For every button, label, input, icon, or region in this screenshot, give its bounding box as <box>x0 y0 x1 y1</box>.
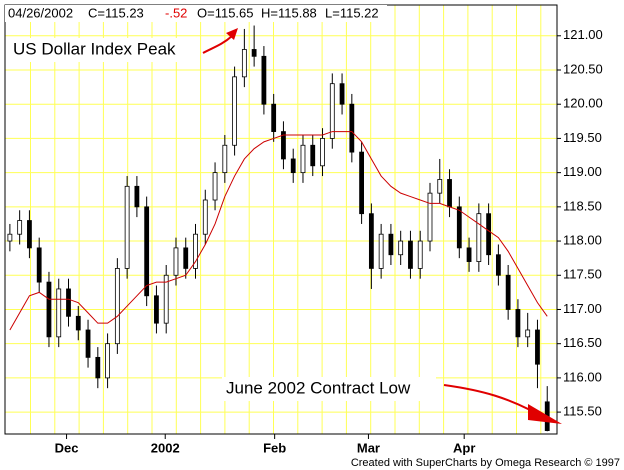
candle-body <box>154 295 159 324</box>
candle-body <box>232 76 237 146</box>
y-tick-label: 119.00 <box>563 164 602 179</box>
candle-body <box>241 49 247 78</box>
candle-body <box>320 138 325 167</box>
grid <box>5 5 557 434</box>
candle-body <box>398 240 404 256</box>
candle-body <box>300 144 306 174</box>
x-tick-label: Feb <box>263 440 286 455</box>
annotation-arrowhead <box>226 28 238 40</box>
plot <box>7 25 550 432</box>
y-tick-label: 119.50 <box>563 130 602 145</box>
candle-body <box>368 213 374 269</box>
candle-body <box>46 281 52 338</box>
y-tick-label: 117.50 <box>563 267 602 282</box>
candle-body <box>388 233 394 256</box>
candle-body <box>261 55 267 105</box>
candle-body <box>329 83 335 139</box>
candle-body <box>124 185 130 269</box>
candle-body <box>359 151 365 215</box>
header-change: -.52 <box>165 5 187 20</box>
y-tick-label: 117.00 <box>563 301 602 316</box>
header-close: C=115.23 <box>88 5 144 20</box>
annotation: US Dollar Index Peak <box>13 39 176 58</box>
y-tick-label: 118.00 <box>563 232 602 247</box>
candle-body <box>17 220 23 235</box>
candle-body <box>271 103 277 132</box>
candle-body <box>535 329 540 365</box>
candle-body <box>505 274 511 310</box>
annotation-arrow <box>202 35 233 54</box>
candle-body <box>95 356 101 379</box>
candle-body <box>456 206 462 249</box>
candle-body <box>486 213 492 256</box>
candle-body <box>310 144 316 167</box>
x-tick-label: Dec <box>55 440 79 455</box>
candle-body <box>85 329 91 358</box>
candle-body <box>212 172 218 201</box>
candle-body <box>7 233 13 242</box>
candle-body <box>105 343 110 379</box>
candle-body <box>66 288 71 317</box>
candle-body <box>525 329 531 338</box>
candle-body <box>378 233 384 269</box>
candle-body <box>281 131 286 160</box>
header-date: 04/26/2002 <box>8 5 73 20</box>
candle-body <box>75 315 81 331</box>
y-tick-label: 116.50 <box>563 335 602 350</box>
candle-body <box>36 247 42 283</box>
candle-body <box>134 185 140 208</box>
candle-body <box>193 233 198 269</box>
candle-body <box>114 268 120 345</box>
header-low: L=115.22 <box>325 5 379 20</box>
candle-body <box>202 199 208 235</box>
candle-body <box>27 220 32 249</box>
candle-body <box>466 247 472 262</box>
candle-body <box>290 158 296 174</box>
header-box <box>5 5 387 22</box>
candle-body <box>417 240 423 269</box>
candle-body <box>349 103 355 153</box>
y-tick-label: 118.50 <box>563 198 602 213</box>
header-open: O=115.65 <box>197 5 254 20</box>
candle-body <box>339 83 345 105</box>
footer: Created with SuperCharts by Omega Resear… <box>351 457 620 469</box>
y-tick-label: 121.00 <box>563 27 603 42</box>
annotation-arrowhead <box>528 404 562 424</box>
candle-body <box>408 240 413 269</box>
y-tick-label: 116.00 <box>563 369 602 384</box>
candle-body <box>427 192 433 242</box>
candle-body <box>144 206 150 297</box>
annotation-box <box>222 377 436 401</box>
candle-body <box>515 309 521 338</box>
y-tick-label: 120.00 <box>563 96 603 111</box>
candle-body <box>183 247 189 269</box>
annotation-box <box>8 38 200 62</box>
candle-body <box>251 49 257 57</box>
y-tick-label: 120.50 <box>563 61 603 76</box>
x-tick-label: Mar <box>357 440 380 455</box>
candle-body <box>56 288 62 338</box>
candle-body <box>437 179 443 194</box>
candle-body <box>476 213 482 262</box>
header-high: H=115.88 <box>261 5 317 20</box>
moving-average <box>9 131 548 331</box>
candle-body <box>222 144 228 174</box>
x-tick-label: 2002 <box>151 440 180 455</box>
candle-body <box>495 254 501 276</box>
annotation: June 2002 Contract Low <box>226 378 411 397</box>
x-tick-label: Apr <box>453 440 475 455</box>
candle-body <box>173 247 179 276</box>
candle-body <box>447 179 452 208</box>
candle-body <box>163 274 169 324</box>
y-tick-label: 115.50 <box>563 404 602 419</box>
